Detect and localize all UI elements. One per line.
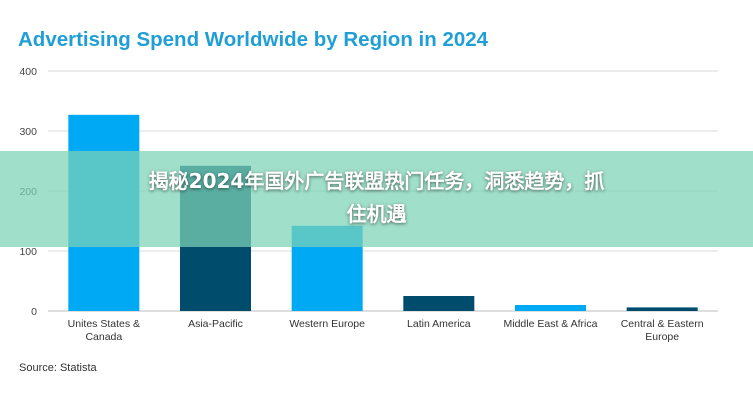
y-tick-label: 400 bbox=[19, 66, 37, 78]
x-category-label: Asia-Pacific bbox=[188, 318, 243, 330]
bar-4 bbox=[515, 305, 586, 311]
x-category-label: Canada bbox=[85, 331, 122, 343]
bar-5 bbox=[626, 307, 698, 311]
bar-3 bbox=[403, 296, 475, 311]
x-category-label: Latin America bbox=[407, 318, 471, 330]
y-tick-label: 0 bbox=[31, 306, 37, 318]
x-category-label: Unites States & bbox=[68, 318, 140, 330]
x-category-label: Western Europe bbox=[289, 318, 365, 330]
x-category-label: Central & Eastern bbox=[621, 318, 704, 330]
source-note: Source: Statista bbox=[19, 362, 97, 374]
overlay-headline-line-1: 揭秘2024年国外广告联盟热门任务，洞悉趋势，抓 bbox=[148, 169, 605, 193]
x-category-label: Middle East & Africa bbox=[504, 318, 598, 330]
overlay-headline-line-2: 住机遇 bbox=[346, 202, 407, 226]
y-tick-label: 100 bbox=[19, 246, 37, 258]
overlay-headline: 揭秘2024年国外广告联盟热门任务，洞悉趋势，抓 住机遇 bbox=[0, 165, 753, 231]
overlay-banner bbox=[0, 151, 753, 247]
chart-title: Advertising Spend Worldwide by Region in… bbox=[18, 28, 489, 51]
y-tick-label: 300 bbox=[19, 126, 37, 138]
x-category-label: Europe bbox=[645, 331, 679, 343]
